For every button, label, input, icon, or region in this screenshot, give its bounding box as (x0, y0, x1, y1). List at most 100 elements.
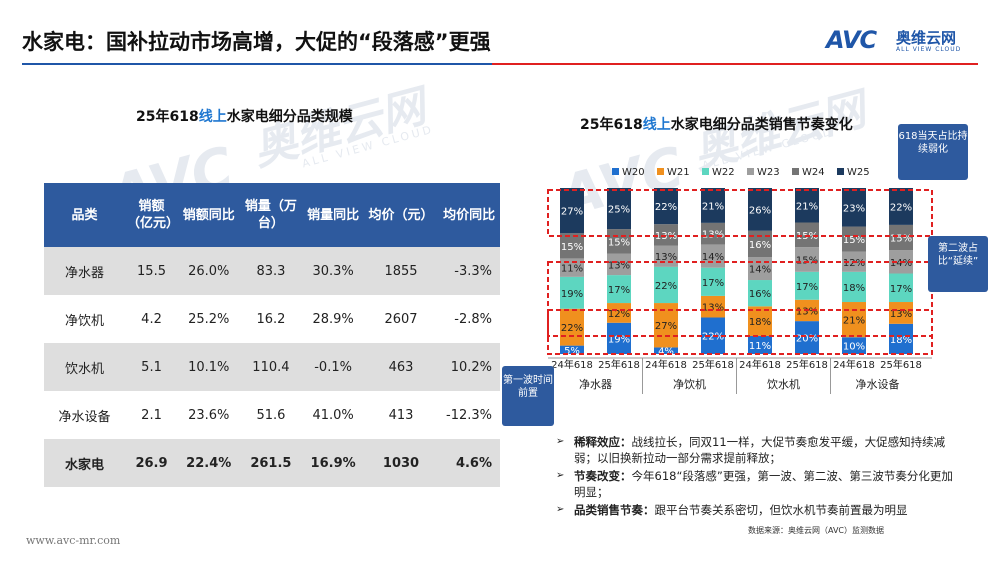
data-label: 13% (702, 303, 724, 314)
x-tick-label: 25年618 (786, 358, 828, 371)
cell-sales-volume-yoy: 16.9% (302, 439, 364, 487)
data-label: 11% (749, 341, 771, 352)
data-label: 27% (655, 321, 677, 332)
bar-segment (842, 271, 866, 303)
data-label: 13% (608, 260, 630, 271)
data-label: 4% (658, 347, 674, 358)
bar-segment (889, 273, 913, 303)
bar-segment (560, 308, 584, 346)
insight-bullets: ➢ 稀释效应：战线拉长，同双11一样，大促节奏愈发平缓，大促感知持续减弱；以旧换… (556, 434, 960, 520)
cell-sales-value: 2.1 (124, 391, 179, 439)
bar-segment (560, 233, 584, 259)
bullet-label: 稀释效应： (574, 435, 632, 449)
legend-label: W23 (757, 167, 780, 178)
logo-en-text: ALL VIEW CLOUD (896, 46, 962, 53)
data-label: 27% (561, 207, 583, 218)
data-label: 14% (702, 252, 724, 263)
bar-segment (889, 224, 913, 251)
x-tick-label: 25年618 (880, 358, 922, 371)
cell-avg-price-yoy: -12.3% (438, 391, 500, 439)
data-label: 22% (655, 202, 677, 213)
data-label: 21% (796, 201, 818, 212)
bar-segment (654, 224, 678, 246)
cell-sales-value: 15.5 (124, 247, 179, 295)
data-label: 22% (655, 281, 677, 292)
data-label: 15% (843, 235, 865, 246)
bar-segment (889, 302, 913, 324)
bullet-arrow-icon: ➢ (556, 504, 565, 515)
legend-swatch (657, 168, 664, 175)
cell-avg-price-yoy: 4.6% (438, 439, 500, 487)
bar-segment (701, 267, 725, 296)
bar-segment (654, 266, 678, 304)
bullet-text: 跟平台节奏关系密切，但饮水机节奏前置最为明显 (654, 503, 908, 517)
bullet-label: 节奏改变： (574, 469, 632, 483)
bar-segment (701, 222, 725, 245)
sales-rhythm-chart: W20 W21 W22 W23 W24 W25 5% 22% 19% 11% 15% 27% 24年61… (547, 167, 933, 394)
cell-sales-volume: 51.6 (239, 391, 303, 439)
col-header-sales-value: 销额（亿元） (124, 183, 179, 247)
legend-swatch (612, 168, 619, 175)
legend-label: W24 (802, 167, 825, 178)
callout-618-day: 618当天占比持续弱化 (898, 124, 968, 180)
cell-sales-volume: 110.4 (239, 343, 303, 391)
bar-segment (560, 188, 584, 234)
data-label: 14% (749, 265, 771, 276)
cell-sales-value-yoy: 26.0% (178, 247, 240, 295)
bar-segment (748, 306, 772, 336)
bar-segment (654, 303, 678, 348)
bullet-item: ➢ 节奏改变：今年618“段落感”更强，第一波、第二波、第三波节奏分化更加明显； (556, 468, 960, 500)
highlight-first-wave-box (547, 309, 933, 355)
logo-cn-text: 奥维云网 (896, 29, 957, 47)
category-scale-table: 品类 销额（亿元） 销额同比 销量（万台） 销量同比 均价（元） 均价同比 净水… (44, 183, 500, 487)
table-row: 净水器 15.5 26.0% 83.3 30.3% 1855 -3.3% (44, 247, 500, 295)
data-label: 21% (702, 201, 724, 212)
bar-segment (560, 258, 584, 277)
data-label: 19% (561, 289, 583, 300)
bullet-label: 品类销售节奏： (574, 503, 655, 517)
bar-segment (889, 323, 913, 354)
table-row: 饮水机 5.1 10.1% 110.4 -0.1% 463 10.2% (44, 343, 500, 391)
data-label: 18% (749, 317, 771, 328)
watermark-en-left: ALL VIEW CLOUD (300, 122, 436, 171)
bar-segment (701, 188, 725, 223)
bar-segment (607, 322, 631, 354)
bullet-arrow-icon: ➢ (556, 436, 565, 447)
data-label: 15% (890, 233, 912, 244)
bullet-item: ➢ 品类销售节奏：跟平台节奏关系密切，但饮水机节奏前置最为明显 (556, 502, 960, 518)
data-label: 12% (608, 309, 630, 320)
cell-sales-volume: 16.2 (239, 295, 303, 343)
legend-label: W25 (847, 167, 870, 178)
logo-avc-text: AVC (826, 26, 877, 54)
bar-segment (607, 188, 631, 230)
x-tick-label: 25年618 (598, 358, 640, 371)
table-row-total: 水家电 26.9 22.4% 261.5 16.9% 1030 4.6% (44, 439, 500, 487)
data-label: 17% (702, 278, 724, 289)
cell-sales-volume-yoy: 41.0% (302, 391, 364, 439)
cell-avg-price-yoy: -2.8% (438, 295, 500, 343)
group-label: 净水设备 (856, 377, 900, 391)
right-title-post: 水家电细分品类销售节奏变化 (670, 117, 853, 133)
cell-sales-volume: 261.5 (239, 439, 303, 487)
group-label: 净饮机 (673, 377, 706, 391)
bar-segment (795, 222, 819, 248)
bullet-arrow-icon: ➢ (556, 470, 565, 481)
footer-site-url: www.avc-mr.com (26, 534, 121, 547)
cell-category: 水家电 (44, 439, 125, 487)
data-label: 13% (796, 306, 818, 317)
cell-sales-volume-yoy: 28.9% (302, 295, 364, 343)
cell-sales-value-yoy: 22.4% (178, 439, 240, 487)
brand-logo: AVC 奥维云网 ALL VIEW CLOUD (826, 26, 976, 54)
group-label: 饮水机 (767, 377, 800, 391)
data-label: 16% (749, 240, 771, 251)
callout-second-wave: 第二波占比“延续” (928, 236, 988, 292)
data-label: 11% (561, 264, 583, 275)
bar-segment (701, 295, 725, 318)
bar-segment (842, 337, 866, 354)
col-header-sales-volume-yoy: 销量同比 (302, 183, 364, 247)
data-label: 18% (890, 335, 912, 346)
data-label: 20% (796, 334, 818, 345)
highlight-618-day-box (547, 189, 933, 237)
x-tick-label: 25年618 (692, 358, 734, 371)
x-tick-label: 24年618 (739, 358, 781, 371)
